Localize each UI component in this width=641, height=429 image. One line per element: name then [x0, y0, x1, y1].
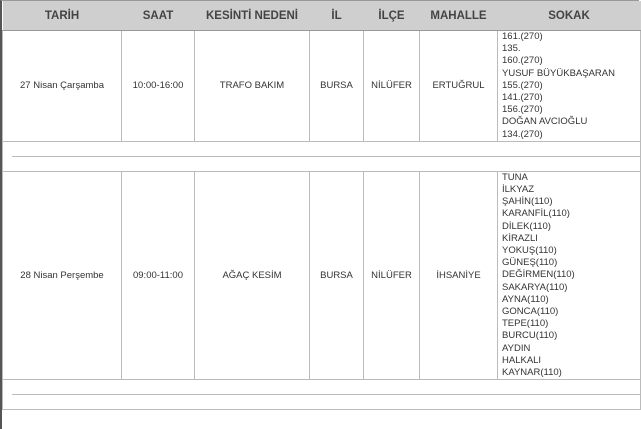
street-item: 155.(270): [502, 79, 543, 91]
cell-neden: AĞAÇ KESİM: [194, 170, 310, 381]
street-item: AYNA(110): [502, 293, 549, 305]
street-item: KİRAZLI: [502, 232, 538, 244]
street-item: 161.(270): [502, 31, 543, 42]
street-item: KAYNAR(110): [502, 367, 562, 379]
street-item: 141.(270): [502, 92, 543, 104]
cell-sokak: 161.(270) 135. 160.(270) YUSUF BÜYÜKBAŞARAN…: [497, 30, 641, 142]
street-item: DOĞAN AVCIOĞLU: [502, 116, 588, 128]
street-item: SAKARYA(110): [502, 281, 568, 293]
street-item: 135.: [502, 43, 521, 55]
cell-il: BURSA: [309, 30, 364, 142]
spacer-row: [2, 140, 641, 172]
header-il: İL: [309, 1, 364, 31]
cell-ilce: NİLÜFER: [363, 30, 420, 142]
table-row: 28 Nisan Perşembe 09:00-11:00 AĞAÇ KESİM BU…: [2, 170, 641, 381]
street-item: YUSUF BÜYÜKBAŞARAN: [502, 67, 615, 79]
street-item: GÜNEŞ(110): [502, 257, 558, 269]
header-neden: KESİNTİ NEDENİ: [194, 1, 310, 31]
cell-saat: 10:00-16:00: [121, 30, 195, 142]
cell-ilce: NİLÜFER: [363, 170, 420, 381]
outage-table: TARİH SAAT KESİNTİ NEDENİ İL İLÇE MAHALL…: [2, 1, 641, 411]
street-item: GONCA(110): [502, 306, 559, 318]
street-item: HALKALI: [502, 354, 542, 366]
street-item: DEĞİRMEN(110): [502, 269, 575, 281]
cell-mahalle: ERTUĞRUL: [419, 30, 498, 142]
street-item: BURCU(110): [502, 330, 558, 342]
cell-il: BURSA: [309, 170, 364, 381]
street-item: KARANFİL(110): [502, 208, 570, 220]
cell-mahalle: İHSANİYE: [419, 170, 498, 381]
street-item: DİLEK(110): [502, 220, 551, 232]
spacer-row: [2, 379, 641, 411]
divider: [12, 394, 640, 396]
header-row: TARİH SAAT KESİNTİ NEDENİ İL İLÇE MAHALL…: [2, 1, 641, 31]
cell-tarih: 27 Nisan Çarşamba: [2, 30, 122, 142]
cell-saat: 09:00-11:00: [121, 170, 195, 381]
cell-sokak: TUNA İLKYAZ ŞAHİN(110) KARANFİL(110) DİLEK(1…: [497, 170, 641, 381]
divider: [12, 155, 640, 157]
header-ilce: İLÇE: [363, 1, 420, 31]
street-item: TEPE(110): [502, 318, 549, 330]
street-item: 156.(270): [502, 104, 543, 116]
street-item: 160.(270): [502, 55, 543, 67]
street-item: ŞAHİN(110): [502, 196, 553, 208]
cell-tarih: 28 Nisan Perşembe: [2, 170, 122, 381]
street-item: TUNA: [502, 171, 528, 183]
header-sokak: SOKAK: [497, 1, 641, 31]
table-row: 27 Nisan Çarşamba 10:00-16:00 TRAFO BAKIM B…: [2, 30, 641, 142]
street-item: AYDIN: [502, 342, 531, 354]
spacer-cell: [2, 140, 641, 172]
header-saat: SAAT: [121, 1, 195, 31]
header-tarih: TARİH: [2, 1, 122, 31]
street-item: YOKUŞ(110): [502, 245, 557, 257]
street-item: 134.(270): [502, 128, 543, 140]
spacer-cell: [2, 379, 641, 411]
header-mahalle: MAHALLE: [419, 1, 498, 31]
cell-neden: TRAFO BAKIM: [194, 30, 310, 142]
street-item: İLKYAZ: [502, 184, 535, 196]
